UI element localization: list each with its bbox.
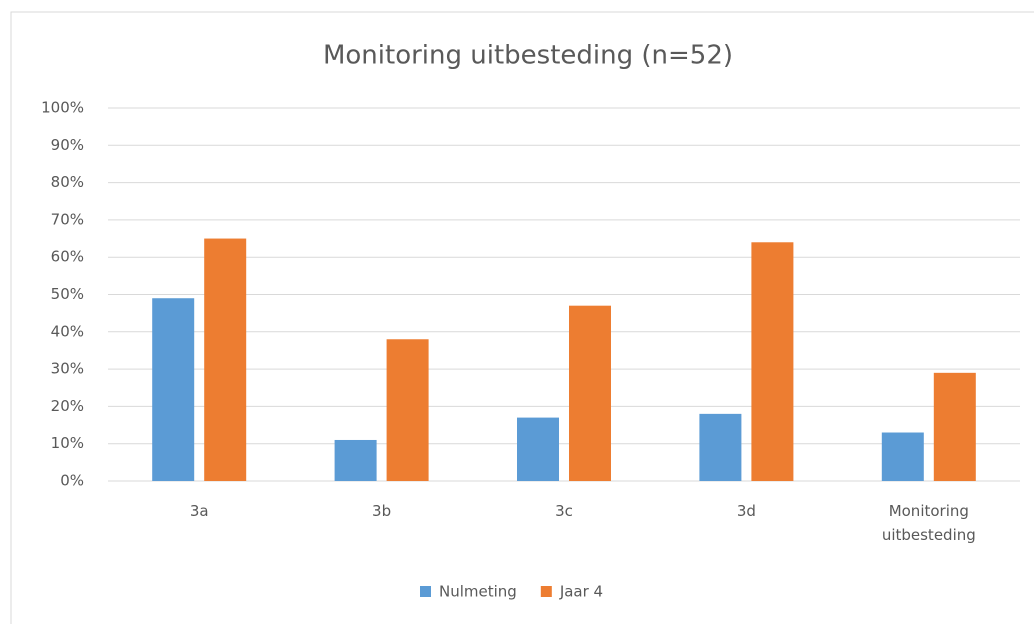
x-tick-label: Monitoring uitbesteding: [881, 502, 976, 544]
y-tick-label: 70%: [51, 210, 84, 228]
y-tick-label: 50%: [51, 285, 84, 303]
x-tick-label: 3d: [736, 502, 756, 520]
bar: [751, 242, 794, 481]
bar: [386, 339, 429, 481]
x-tick-label: 3c: [555, 502, 573, 520]
bar: [334, 439, 377, 481]
y-tick-label: 10%: [51, 434, 84, 452]
legend-swatch: [420, 586, 431, 597]
x-tick-label: 3b: [372, 502, 392, 520]
bar: [933, 372, 976, 481]
chart-title: Monitoring uitbesteding (n=52): [323, 41, 733, 71]
bar: [152, 298, 195, 481]
y-tick-label: 80%: [51, 173, 84, 191]
x-tick-label: 3a: [189, 502, 209, 520]
y-tick-label: 30%: [51, 360, 84, 378]
legend-label: Nulmeting: [439, 583, 517, 601]
bar: [881, 432, 924, 481]
bar: [699, 413, 742, 481]
y-tick-label: 100%: [41, 99, 84, 117]
y-tick-label: 40%: [51, 322, 84, 340]
legend-swatch: [540, 586, 552, 597]
bar: [204, 238, 247, 481]
bar: [517, 417, 559, 481]
legend-label: Jaar 4: [559, 583, 603, 601]
y-tick-label: 90%: [51, 136, 84, 154]
y-tick-label: 20%: [51, 397, 84, 415]
y-tick-label: 0%: [60, 472, 84, 490]
bar: [569, 305, 611, 481]
y-tick-label: 60%: [51, 248, 84, 266]
